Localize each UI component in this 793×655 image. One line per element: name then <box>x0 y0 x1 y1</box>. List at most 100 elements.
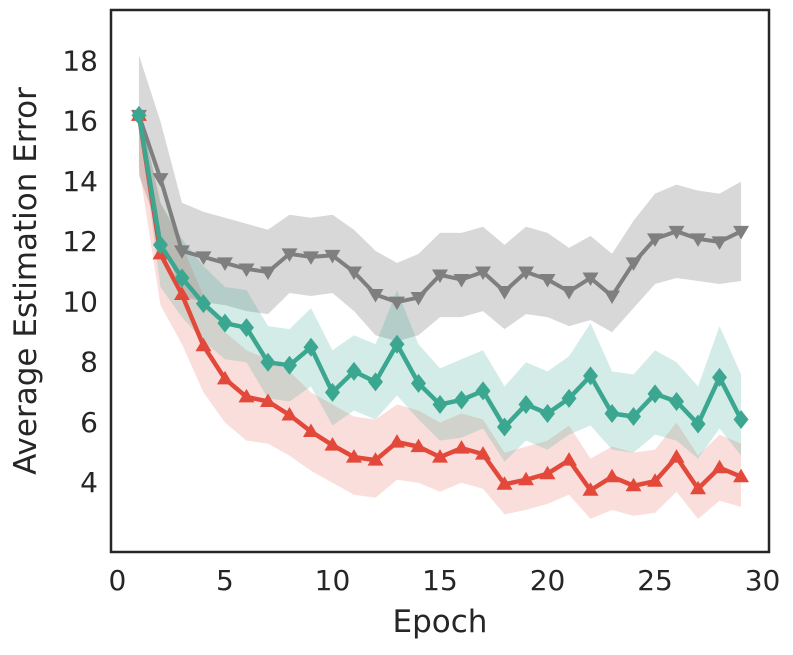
diamond-marker-teal <box>367 372 383 392</box>
diamond-marker-teal <box>604 403 620 423</box>
triangle-up-marker-red <box>453 440 470 454</box>
diamond-marker-teal <box>260 352 276 372</box>
plot-border <box>109 8 771 554</box>
diamond-marker-teal <box>152 235 168 255</box>
triangle-down-marker-gray <box>410 292 427 306</box>
triangle-up-marker-red <box>647 473 664 487</box>
triangle-up-marker-red <box>625 477 642 492</box>
triangle-up-marker-red <box>561 452 578 466</box>
triangle-down-marker-gray <box>345 266 362 280</box>
triangle-down-marker-gray <box>496 286 513 300</box>
diamond-marker-teal <box>281 355 297 375</box>
y-tick-label: 10 <box>62 285 98 318</box>
x-tick-label: 15 <box>422 564 458 597</box>
diamond-marker-teal <box>733 410 749 430</box>
x-tick-label: 10 <box>315 564 351 597</box>
triangle-down-marker-gray <box>259 266 276 280</box>
triangle-down-marker-gray <box>281 248 298 262</box>
triangle-down-marker-gray <box>216 257 233 271</box>
diamond-marker-teal <box>174 268 190 288</box>
triangle-up-marker-red <box>539 465 556 480</box>
triangle-up-marker-red <box>604 468 621 483</box>
diamond-marker-teal <box>626 407 642 426</box>
triangle-down-marker-gray <box>432 269 448 283</box>
diamond-marker-teal <box>238 318 254 338</box>
triangle-up-marker-red <box>302 423 319 438</box>
triangle-down-marker-gray <box>668 225 685 240</box>
y-tick-label: 4 <box>80 466 98 499</box>
triangle-up-marker-red <box>518 471 535 486</box>
triangle-down-marker-gray <box>475 266 492 280</box>
x-tick-label: 30 <box>745 564 781 597</box>
triangle-up-marker-red <box>195 337 212 352</box>
triangle-down-marker-gray <box>561 286 578 300</box>
triangle-down-marker-gray <box>582 272 599 286</box>
diamond-marker-teal <box>540 403 556 423</box>
y-tick-label: 8 <box>80 346 98 379</box>
triangle-up-marker-red <box>173 286 190 301</box>
triangle-down-marker-gray <box>733 225 750 240</box>
y-tick-label: 14 <box>62 165 98 198</box>
triangle-down-marker-gray <box>539 273 556 288</box>
diamond-marker-teal <box>195 294 211 314</box>
triangle-up-marker-red <box>367 452 384 466</box>
y-tick-label: 6 <box>80 406 98 439</box>
x-axis-label: Epoch <box>393 604 488 640</box>
triangle-down-marker-gray <box>625 257 642 271</box>
triangle-up-marker-red <box>388 434 405 448</box>
triangle-up-marker-red <box>668 449 685 463</box>
triangle-down-marker-gray <box>152 173 169 187</box>
triangle-down-marker-gray <box>302 251 319 265</box>
diamond-marker-teal <box>410 373 426 393</box>
triangle-down-marker-gray <box>238 263 255 277</box>
triangle-up-marker-red <box>733 468 750 483</box>
triangle-down-marker-gray <box>324 249 341 264</box>
diamond-marker-teal <box>583 366 599 386</box>
triangle-up-marker-red <box>475 446 492 460</box>
triangle-up-marker-red <box>690 480 707 495</box>
diamond-marker-teal <box>303 337 319 357</box>
triangle-down-marker-gray <box>647 233 664 247</box>
y-tick-label: 18 <box>62 44 98 77</box>
triangle-down-marker-gray <box>173 245 190 259</box>
triangle-up-marker-red <box>432 449 448 463</box>
triangle-down-marker-gray <box>604 290 621 305</box>
triangle-up-marker-red <box>324 437 341 451</box>
diamond-marker-teal <box>497 417 513 437</box>
triangle-down-marker-gray <box>453 273 470 288</box>
y-tick-label: 12 <box>62 225 98 258</box>
diamond-marker-teal <box>346 361 362 381</box>
triangle-up-marker-red <box>216 370 233 385</box>
triangle-up-marker-red <box>238 388 255 403</box>
x-tick-label: 25 <box>637 564 673 597</box>
triangle-up-marker-red <box>410 438 427 453</box>
diamond-marker-teal <box>712 367 728 387</box>
diamond-marker-teal <box>389 334 405 354</box>
triangle-down-marker-gray <box>388 296 405 311</box>
diamond-marker-teal <box>647 384 663 404</box>
triangle-down-marker-gray <box>195 251 212 265</box>
x-tick-label: 5 <box>216 564 234 597</box>
x-tick-label: 0 <box>109 564 127 597</box>
triangle-up-marker-red <box>711 459 728 474</box>
diamond-marker-teal <box>690 414 706 434</box>
triangle-down-marker-gray <box>367 289 384 303</box>
triangle-up-marker-red <box>582 482 599 496</box>
triangle-up-marker-red <box>496 476 513 490</box>
diamond-marker-teal <box>475 381 491 401</box>
y-tick-label: 16 <box>62 105 98 138</box>
triangle-up-marker-red <box>259 393 276 407</box>
diamond-marker-teal <box>432 394 448 414</box>
diamond-marker-teal <box>561 388 577 408</box>
triangle-down-marker-gray <box>518 266 535 280</box>
diamond-marker-teal <box>669 391 685 411</box>
triangle-down-marker-gray <box>711 236 728 250</box>
y-axis-label: Average Estimation Error <box>8 87 44 475</box>
diamond-marker-teal <box>131 105 147 125</box>
diamond-marker-teal <box>518 394 534 414</box>
band-gray <box>138 55 742 342</box>
triangle-up-marker-red <box>345 449 362 463</box>
diamond-marker-teal <box>217 313 233 333</box>
